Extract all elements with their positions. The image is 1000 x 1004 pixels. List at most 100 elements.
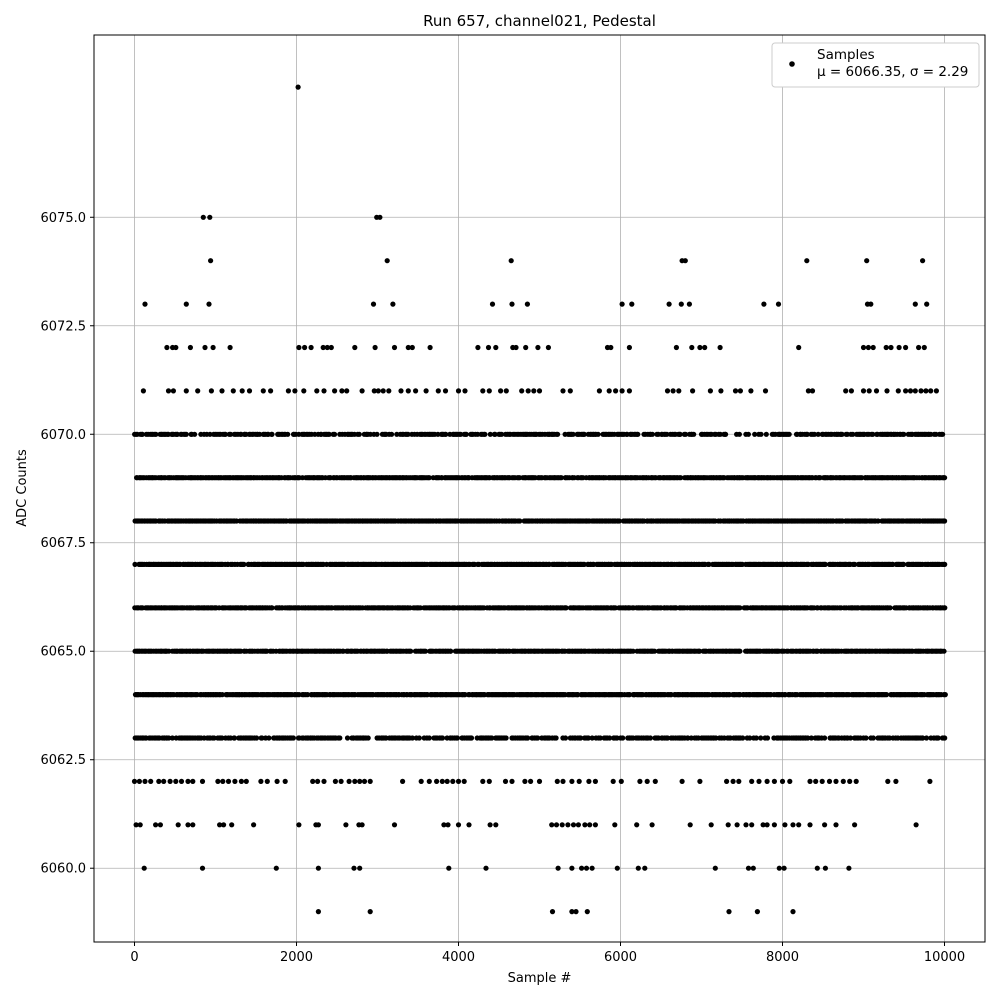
data-point: [787, 778, 793, 785]
data-point: [928, 388, 934, 394]
data-point: [211, 735, 217, 741]
data-point: [183, 431, 189, 437]
data-point: [426, 475, 432, 481]
data-point: [595, 431, 601, 437]
data-point: [153, 822, 159, 828]
data-point: [579, 865, 585, 871]
data-point: [229, 822, 235, 828]
data-point: [853, 778, 859, 785]
data-point: [230, 388, 236, 394]
data-point: [332, 778, 338, 785]
data-point: [942, 692, 948, 698]
data-point: [169, 735, 175, 741]
data-point: [486, 388, 492, 394]
data-point: [454, 735, 460, 741]
data-point: [664, 388, 671, 394]
data-point: [462, 388, 468, 394]
data-points: [131, 84, 948, 915]
data-point: [148, 778, 154, 785]
data-point: [807, 822, 813, 828]
data-point: [678, 475, 684, 481]
data-point: [493, 822, 499, 828]
data-point: [582, 822, 588, 828]
data-point: [737, 648, 743, 654]
data-point: [455, 388, 462, 394]
data-point: [328, 344, 334, 351]
data-point: [359, 388, 365, 394]
data-point: [190, 822, 196, 828]
data-point: [900, 561, 907, 568]
data-point: [786, 431, 792, 437]
data-point: [545, 344, 552, 351]
data-point: [771, 778, 778, 785]
data-point: [320, 344, 326, 351]
data-point: [805, 735, 811, 741]
data-point: [863, 735, 869, 741]
data-point: [781, 865, 787, 871]
data-point: [796, 344, 802, 351]
data-point: [627, 692, 633, 698]
data-point: [756, 778, 762, 785]
data-point: [296, 822, 302, 828]
data-point: [498, 388, 504, 394]
data-point: [153, 431, 159, 437]
data-point: [860, 388, 867, 394]
data-point: [642, 865, 648, 871]
data-point: [717, 344, 723, 351]
data-point: [386, 388, 392, 394]
data-point: [352, 778, 358, 785]
x-tick-label: 10000: [924, 950, 965, 965]
data-point: [202, 344, 208, 351]
data-point: [142, 778, 148, 785]
data-point: [339, 388, 345, 394]
data-point: [173, 778, 179, 785]
data-point: [614, 865, 620, 871]
data-point: [487, 822, 493, 828]
data-point: [525, 735, 531, 741]
data-point: [630, 648, 636, 654]
data-point: [762, 388, 769, 394]
data-point: [141, 865, 147, 871]
data-point: [374, 431, 380, 437]
data-point: [737, 388, 744, 394]
data-point: [852, 561, 858, 568]
data-point: [618, 778, 624, 785]
data-point: [324, 344, 330, 351]
data-point: [942, 475, 948, 481]
data-point: [884, 388, 890, 394]
data-point: [833, 778, 839, 785]
data-point: [750, 865, 756, 871]
data-point: [302, 344, 308, 351]
data-point: [343, 822, 349, 828]
x-tick-label: 6000: [604, 950, 637, 965]
data-point: [612, 822, 618, 828]
data-point: [390, 301, 396, 307]
data-point: [139, 431, 145, 437]
data-point: [444, 778, 450, 785]
data-point: [408, 648, 414, 654]
data-point: [760, 822, 766, 828]
data-point: [691, 431, 697, 437]
data-point: [626, 388, 633, 394]
data-point: [697, 648, 703, 654]
data-point: [522, 778, 528, 785]
data-point: [748, 388, 754, 394]
data-point: [367, 909, 373, 915]
data-point: [673, 344, 680, 351]
data-point: [241, 561, 247, 568]
data-point: [895, 388, 901, 394]
data-point: [589, 865, 595, 871]
legend-stats: μ = 6066.35, σ = 2.29: [817, 64, 968, 80]
data-point: [503, 735, 509, 741]
data-point: [584, 909, 590, 915]
y-tick-label: 6075.0: [41, 211, 87, 226]
data-point: [775, 301, 782, 307]
data-point: [167, 778, 173, 785]
data-point: [933, 388, 940, 394]
data-point: [175, 822, 181, 828]
data-point: [315, 822, 321, 828]
data-point: [893, 778, 899, 785]
data-point: [314, 388, 320, 394]
data-point: [587, 822, 593, 828]
data-point: [921, 344, 927, 351]
